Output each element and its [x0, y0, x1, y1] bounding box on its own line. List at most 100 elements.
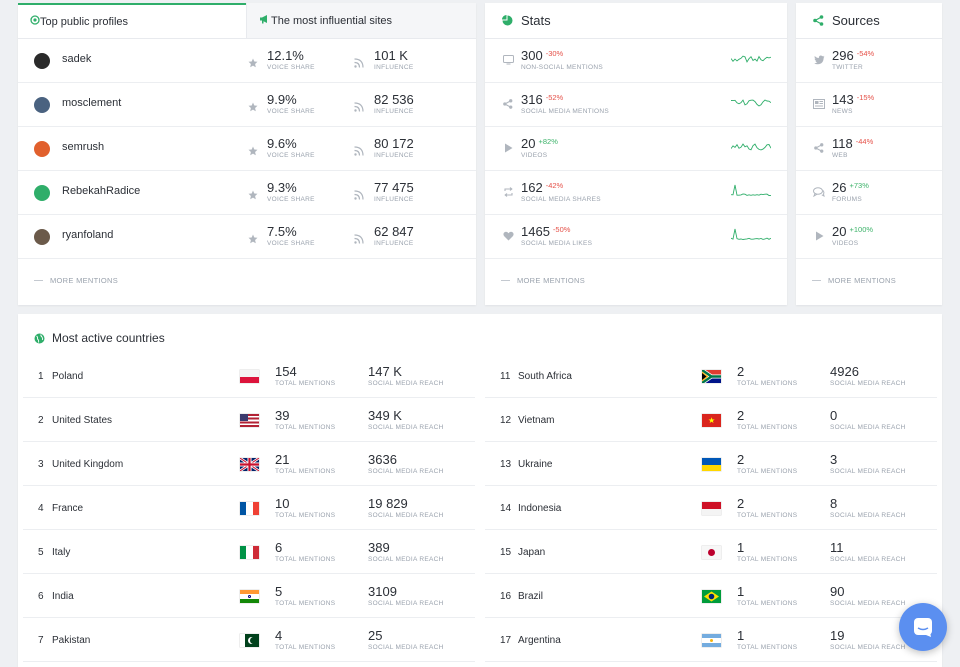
country-name: Vietnam	[518, 415, 555, 426]
stat-row[interactable]: 316 -52% SOCIAL MEDIA MENTIONS	[485, 83, 787, 127]
profile-row[interactable]: mosclement 9.9% VOICE SHARE 82 536 INFLUENCE	[18, 83, 476, 127]
stat-label: NON-SOCIAL MENTIONS	[521, 64, 604, 71]
more-mentions-link[interactable]: MORE MENTIONS	[796, 259, 942, 301]
tab-label: The most influential sites	[271, 14, 393, 27]
profile-row[interactable]: sadek 12.1% VOICE SHARE 101 K INFLUENCE	[18, 39, 476, 83]
country-row[interactable]: 14 Indonesia 2 TOTAL MENTIONS 8 SOCIAL MEDIA …	[485, 486, 937, 530]
stat-value-block: 143 -15% NEWS	[832, 92, 874, 116]
stat-row[interactable]: 162 -42% SOCIAL MEDIA SHARES	[485, 171, 787, 215]
chat-icon	[812, 185, 826, 199]
total-mentions-value: 2	[737, 496, 745, 511]
social-reach-label: SOCIAL MEDIA REACH	[368, 556, 444, 563]
chat-icon	[912, 616, 934, 638]
social-reach-value: 3636	[368, 452, 397, 467]
stat-change: -54%	[856, 49, 875, 58]
play-icon	[501, 141, 515, 155]
country-name: Brazil	[518, 591, 544, 602]
stat-value: 26	[832, 180, 847, 195]
total-mentions-value: 4	[275, 628, 283, 643]
tab-most-influential-sites[interactable]: The most influential sites	[246, 3, 476, 38]
stat-value: 300	[521, 48, 543, 63]
country-row[interactable]: 3 United Kingdom 21 TOTAL MENTIONS 3636 SOCIA…	[23, 442, 475, 486]
profile-row[interactable]: semrush 9.6% VOICE SHARE 80 172 INFLUENCE	[18, 127, 476, 171]
country-row[interactable]: 2 United States 39 TOTAL MENTIONS 349 K SOCIA…	[23, 398, 475, 442]
influence-value: 77 475	[374, 180, 414, 195]
stat-row[interactable]: 26 +73% FORUMS	[796, 171, 942, 215]
country-name: United States	[52, 415, 113, 426]
flag-jp-icon	[702, 546, 721, 559]
country-row[interactable]: 7 Pakistan 4 TOTAL MENTIONS 25 SOCIAL MEDIA R…	[23, 618, 475, 662]
profile-name[interactable]: ryanfoland	[62, 229, 114, 241]
country-row[interactable]: 16 Brazil 1 TOTAL MENTIONS 90 SOCIAL MEDIA RE…	[485, 574, 937, 618]
influence: 62 847 INFLUENCE	[374, 224, 414, 248]
social-reach: 4926 SOCIAL MEDIA REACH	[830, 364, 906, 388]
more-mentions-label: MORE MENTIONS	[517, 275, 586, 285]
voice-share-value: 7.5%	[267, 224, 297, 239]
stat-value: 118	[832, 136, 853, 151]
stat-label: SOCIAL MEDIA LIKES	[521, 240, 593, 247]
influence: 77 475 INFLUENCE	[374, 180, 414, 204]
total-mentions-value: 39	[275, 408, 290, 423]
social-reach: 147 K SOCIAL MEDIA REACH	[368, 364, 444, 388]
country-name: Italy	[52, 547, 71, 558]
country-row[interactable]: 13 Ukraine 2 TOTAL MENTIONS 3 SOCIAL MEDIA RE…	[485, 442, 937, 486]
country-row[interactable]: 17 Argentina 1 TOTAL MENTIONS 19 SOCIAL MEDIA…	[485, 618, 937, 662]
profile-name[interactable]: sadek	[62, 53, 92, 65]
stat-row[interactable]: 296 -54% TWITTER	[796, 39, 942, 83]
total-mentions: 39 TOTAL MENTIONS	[275, 408, 335, 432]
stat-row[interactable]: 143 -15% NEWS	[796, 83, 942, 127]
stat-change: -50%	[552, 225, 571, 234]
stat-row[interactable]: 1465 -50% SOCIAL MEDIA LIKES	[485, 215, 787, 259]
more-mentions-link[interactable]: MORE MENTIONS	[18, 259, 476, 301]
stat-row[interactable]: 300 -30% NON-SOCIAL MENTIONS	[485, 39, 787, 83]
country-row[interactable]: 15 Japan 1 TOTAL MENTIONS 11 SOCIAL MEDIA REA…	[485, 530, 937, 574]
influence: 82 536 INFLUENCE	[374, 92, 414, 116]
voice-share: 7.5% VOICE SHARE	[267, 224, 315, 248]
stat-row[interactable]: 118 -44% WEB	[796, 127, 942, 171]
country-row[interactable]: 11 South Africa 2 TOTAL MENTIONS 4926 SOCIAL …	[485, 354, 937, 398]
sources-title: Sources	[832, 13, 880, 28]
stat-value-line: 1465 -50%	[521, 224, 592, 239]
stats-card: Stats 300 -30% NON-SOCIAL MENTIONS 316 -52% S…	[485, 3, 787, 305]
profile-row[interactable]: RebekahRadice 9.3% VOICE SHARE 77 475 INFLUE…	[18, 171, 476, 215]
more-mentions-link[interactable]: MORE MENTIONS	[485, 259, 787, 301]
country-rank: 6	[38, 591, 44, 602]
stat-value: 20	[832, 224, 847, 239]
profile-row[interactable]: ryanfoland 7.5% VOICE SHARE 62 847 INFLUENCE	[18, 215, 476, 259]
country-row[interactable]: 6 India 5 TOTAL MENTIONS 3109 SOCIAL MEDIA RE…	[23, 574, 475, 618]
country-row[interactable]: 4 France 10 TOTAL MENTIONS 19 829 SOCIAL MEDI…	[23, 486, 475, 530]
profiles-tabs: Top public profiles The most influential…	[18, 3, 476, 39]
total-mentions-value: 6	[275, 540, 283, 555]
stat-change: -15%	[856, 93, 875, 102]
rss-icon	[354, 55, 364, 73]
stat-change: -52%	[545, 93, 564, 102]
voice-share-label: VOICE SHARE	[267, 240, 315, 247]
stat-row[interactable]: 20 +82% VIDEOS	[485, 127, 787, 171]
stats-title: Stats	[521, 13, 551, 28]
monitor-icon	[501, 53, 515, 67]
influence-label: INFLUENCE	[374, 196, 414, 203]
stat-value-line: 300 -30%	[521, 48, 603, 63]
stat-change: -30%	[545, 49, 564, 58]
profile-name[interactable]: semrush	[62, 141, 105, 153]
heart-icon	[501, 229, 515, 243]
profile-name[interactable]: RebekahRadice	[62, 185, 141, 197]
chat-launcher-button[interactable]	[899, 603, 947, 651]
voice-share-label: VOICE SHARE	[267, 152, 315, 159]
flag-ua-icon	[702, 458, 721, 471]
country-row[interactable]: 1 Poland 154 TOTAL MENTIONS 147 K SOCIAL MEDI…	[23, 354, 475, 398]
influence-label: INFLUENCE	[374, 240, 414, 247]
influence-value: 62 847	[374, 224, 414, 239]
country-row[interactable]: 12 Vietnam ★ 2 TOTAL MENTIONS 0 SOCIAL MEDIA R…	[485, 398, 937, 442]
country-name: Pakistan	[52, 635, 91, 646]
stat-row[interactable]: 20 +100% VIDEOS	[796, 215, 942, 259]
pie-chart-icon	[499, 15, 515, 26]
social-reach-value: 4926	[830, 364, 859, 379]
tab-top-public-profiles[interactable]: Top public profiles	[18, 3, 246, 38]
avatar	[34, 97, 50, 113]
country-row[interactable]: 5 Italy 6 TOTAL MENTIONS 389 SOCIAL MEDIA REA…	[23, 530, 475, 574]
avatar	[34, 185, 50, 201]
profile-name[interactable]: mosclement	[62, 97, 122, 109]
social-reach-label: SOCIAL MEDIA REACH	[368, 600, 444, 607]
social-reach-value: 8	[830, 496, 838, 511]
